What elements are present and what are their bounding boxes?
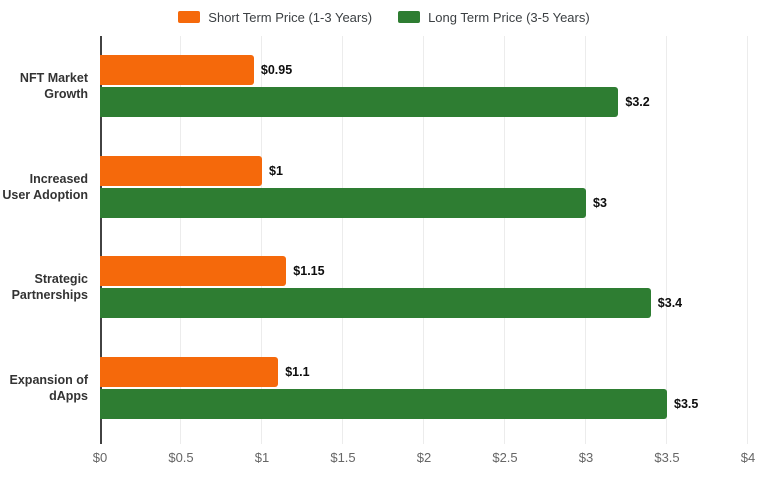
bar-long-term[interactable] — [100, 187, 586, 218]
gridline — [666, 36, 667, 444]
bar-short-term[interactable] — [100, 155, 262, 186]
category-label: Expansion of dApps — [9, 372, 88, 403]
x-tick-label: $1.5 — [330, 450, 356, 465]
bar-value-label: $3.5 — [674, 396, 699, 411]
category-label: Strategic Partnerships — [11, 272, 88, 303]
bar-short-term[interactable] — [100, 356, 279, 387]
gridline — [180, 36, 181, 444]
x-tick-label: $2.5 — [492, 450, 518, 465]
chart-legend: Short Term Price (1-3 Years) Long Term P… — [0, 6, 768, 28]
gridline — [585, 36, 586, 444]
bar-value-label: $3.4 — [657, 296, 683, 311]
category-label: Increased User Adoption — [2, 171, 88, 202]
legend-label-long-term: Long Term Price (3-5 Years) — [428, 9, 590, 25]
bar-value-label: $1 — [269, 163, 283, 178]
x-tick-label: $3 — [578, 450, 594, 465]
category-label: NFT Market Growth — [19, 71, 88, 102]
gridline — [342, 36, 343, 444]
gridline — [747, 36, 748, 444]
plot-area: $0.95 $3.2 $1 $3 $1.15 $3.4 $1.1 $3.5 — [100, 36, 748, 444]
category-axis: NFT Market Growth Increased User Adoption… — [0, 36, 100, 438]
bar-value-label: $1.1 — [285, 364, 310, 379]
gridline — [504, 36, 505, 444]
bar-value-label: $1.15 — [293, 264, 325, 279]
bar-value-label: $3.2 — [625, 95, 650, 110]
y-axis-baseline — [100, 36, 102, 444]
bar-long-term[interactable] — [100, 288, 651, 319]
bar-long-term[interactable] — [100, 87, 619, 118]
x-tick-label: $0.5 — [168, 450, 194, 465]
legend-swatch-short-term-icon — [178, 11, 201, 23]
bar-short-term[interactable] — [100, 256, 287, 287]
bar-short-term[interactable] — [100, 55, 254, 86]
x-tick-label: $1 — [254, 450, 270, 465]
gridline — [261, 36, 262, 444]
gridline — [423, 36, 424, 444]
x-tick-label: $0 — [92, 450, 108, 465]
bar-long-term[interactable] — [100, 388, 667, 419]
legend-item-short-term-price[interactable]: Short Term Price (1-3 Years) — [178, 10, 372, 25]
bar-value-label: $3 — [593, 195, 607, 210]
x-tick-label: $4 — [740, 450, 756, 465]
x-tick-label: $3.5 — [654, 450, 680, 465]
legend-label-short-term: Short Term Price (1-3 Years) — [208, 9, 373, 25]
legend-swatch-long-term-icon — [398, 11, 421, 23]
bar-value-label: $0.95 — [260, 63, 293, 78]
x-tick-label: $2 — [416, 450, 432, 465]
legend-item-long-term-price[interactable]: Long Term Price (3-5 Years) — [398, 10, 590, 25]
x-axis: $0 $0.5 $1 $1.5 $2 $2.5 $3 $3.5 $4 — [0, 450, 768, 468]
